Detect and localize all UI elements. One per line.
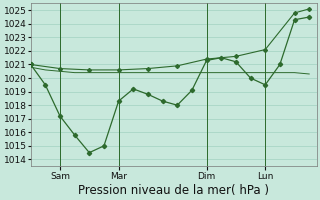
X-axis label: Pression niveau de la mer( hPa ): Pression niveau de la mer( hPa ) [78, 184, 269, 197]
